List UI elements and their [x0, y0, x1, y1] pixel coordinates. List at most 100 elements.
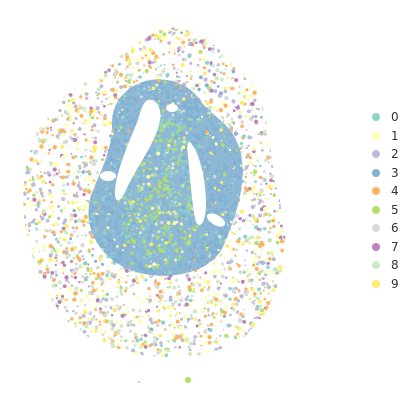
cell-point — [30, 221, 34, 224]
cell-point — [82, 339, 86, 343]
cell-point — [173, 326, 176, 329]
cell-point — [186, 295, 189, 298]
cell-point — [242, 320, 247, 324]
cell-point — [140, 275, 143, 278]
cell-point — [24, 331, 28, 335]
cell-point — [34, 318, 38, 321]
cell-point — [32, 197, 37, 202]
cell-point — [282, 43, 285, 46]
cell-point — [66, 182, 70, 186]
cell-point — [178, 346, 181, 349]
cell-point — [112, 274, 117, 279]
cell-point — [224, 305, 229, 309]
cell-point — [209, 154, 212, 158]
cell-point — [212, 43, 216, 47]
cell-point — [134, 39, 139, 43]
cell-point — [271, 308, 274, 311]
cell-point — [172, 82, 176, 86]
cell-point — [72, 122, 75, 125]
cell-point — [113, 335, 116, 338]
cell-point — [265, 337, 268, 340]
cell-point — [23, 182, 24, 185]
cell-point — [58, 175, 61, 178]
cell-point — [270, 89, 274, 93]
cell-point — [111, 229, 114, 233]
cell-point — [67, 88, 72, 93]
cell-point — [23, 83, 27, 88]
cell-point — [238, 58, 243, 63]
cell-point — [120, 313, 125, 318]
cell-point — [95, 298, 100, 303]
cell-point — [44, 108, 47, 110]
cell-point — [213, 274, 217, 279]
cell-point — [205, 29, 211, 34]
cell-point — [191, 282, 196, 287]
cell-point — [51, 230, 56, 235]
cell-point — [219, 239, 223, 244]
cell-point — [115, 352, 118, 355]
cell-point — [178, 334, 183, 339]
cell-point — [19, 190, 23, 194]
cell-point — [234, 302, 239, 307]
cell-point — [284, 61, 286, 65]
cell-point — [178, 121, 182, 125]
cell-point — [255, 72, 259, 76]
cell-point — [63, 197, 67, 201]
cell-point — [119, 305, 122, 308]
cell-point — [103, 114, 107, 118]
cell-point — [171, 166, 175, 170]
cell-point — [218, 227, 223, 232]
cell-point — [135, 58, 139, 62]
cell-point — [76, 354, 81, 357]
cell-point — [119, 85, 124, 90]
cell-point — [261, 342, 264, 345]
cell-point — [108, 57, 114, 62]
cell-point — [103, 104, 106, 108]
cell-point — [77, 71, 82, 76]
cell-point — [266, 265, 270, 270]
cell-point — [70, 73, 74, 77]
cell-point — [122, 303, 125, 306]
cell-point — [198, 28, 202, 32]
cell-point — [62, 347, 67, 352]
cell-point — [224, 95, 229, 101]
cell-point — [146, 97, 149, 100]
cell-point — [126, 38, 130, 41]
cell-point — [189, 98, 192, 102]
cell-point — [216, 49, 221, 53]
cell-point — [31, 176, 34, 179]
cell-point — [245, 249, 249, 252]
cell-point — [164, 258, 167, 261]
cell-point — [39, 23, 43, 27]
cell-point — [286, 40, 289, 43]
cell-point — [218, 108, 224, 113]
cell-point — [54, 341, 59, 346]
cell-point — [30, 288, 33, 291]
cell-point — [54, 48, 57, 52]
cell-point — [244, 175, 247, 179]
cell-point — [135, 343, 137, 346]
cell-point — [79, 328, 82, 331]
cell-point — [64, 27, 67, 28]
cell-point — [137, 244, 140, 247]
cell-point — [166, 174, 169, 177]
cell-point — [148, 298, 153, 303]
cell-point — [200, 162, 203, 164]
cell-point — [122, 93, 127, 98]
cell-point — [125, 311, 130, 315]
cell-point — [115, 202, 118, 205]
cell-point — [204, 159, 207, 161]
cell-point — [21, 170, 23, 172]
cell-point — [73, 275, 78, 280]
cell-point — [101, 51, 106, 55]
cell-point — [253, 98, 257, 102]
cell-point — [273, 121, 276, 124]
cell-point — [92, 123, 97, 128]
cell-point — [280, 248, 284, 253]
cell-point — [232, 109, 236, 113]
cell-point — [46, 44, 49, 47]
cell-point — [250, 101, 255, 107]
cell-point — [63, 27, 68, 30]
cell-point — [119, 51, 122, 55]
